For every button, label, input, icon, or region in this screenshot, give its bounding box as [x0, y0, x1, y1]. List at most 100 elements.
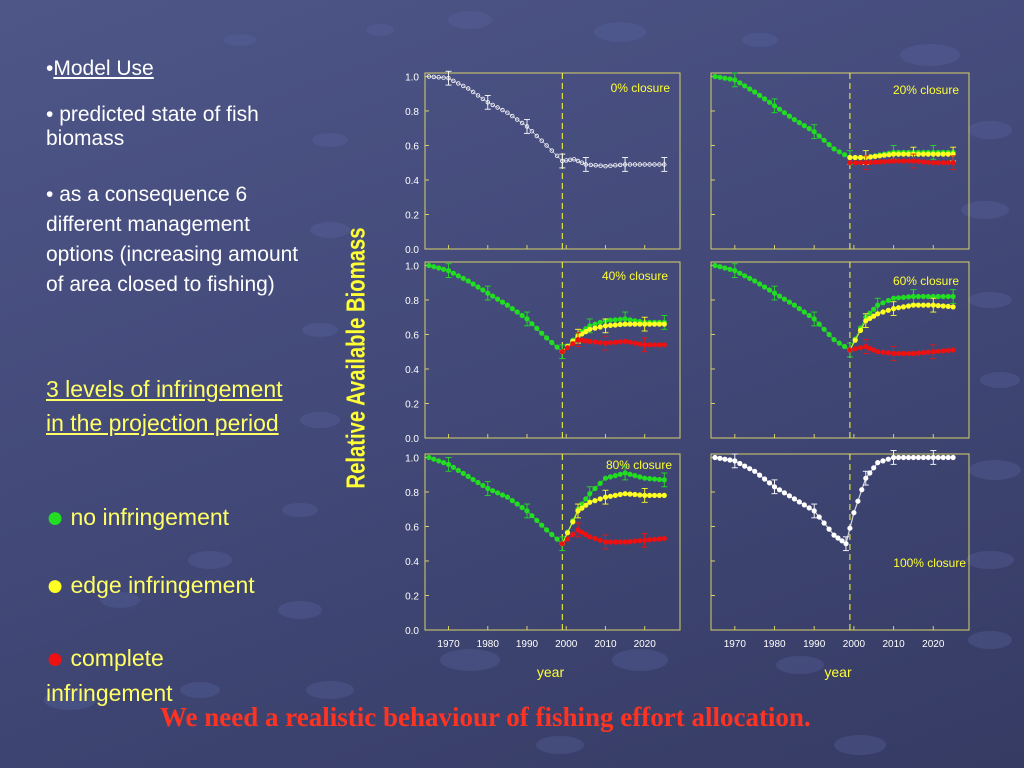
data-point: [450, 464, 456, 470]
chart-panel: 0.0 0.2 0.4 0.6 0.8 1.0 0% closure: [405, 70, 681, 256]
data-point: [613, 163, 618, 168]
data-point: [742, 83, 748, 89]
data-point: [470, 281, 476, 287]
data-point: [627, 538, 633, 545]
data-point: [554, 153, 560, 158]
data-point: [539, 522, 545, 528]
data-point: [796, 499, 802, 505]
data-point: [657, 162, 662, 167]
data-point: [466, 86, 471, 91]
data-point: [465, 278, 471, 284]
x-axis-title: year: [537, 664, 565, 680]
data-point: [612, 539, 618, 545]
data-point: [519, 312, 525, 319]
data-point: [597, 339, 603, 346]
data-point: [747, 275, 753, 281]
data-point: [852, 154, 858, 161]
data-point: [756, 281, 763, 287]
model-use-heading: •Model Use: [46, 57, 154, 80]
data-point: [925, 302, 931, 308]
y-tick-label: 0.8: [405, 296, 419, 307]
data-point: [737, 460, 743, 467]
data-point: [490, 102, 495, 108]
plot-frame: [710, 72, 970, 250]
data-point: [776, 106, 783, 112]
data-point: [859, 487, 865, 493]
data-point: [886, 152, 892, 158]
yellow-dot-icon: ●: [46, 569, 65, 602]
data-point: [652, 162, 657, 167]
data-point: [826, 142, 832, 148]
data-point: [727, 76, 733, 82]
data-point: [796, 305, 802, 312]
data-point: [627, 339, 633, 345]
data-point: [905, 151, 912, 157]
data-point: [627, 321, 633, 327]
data-point: [627, 317, 633, 323]
data-point: [661, 342, 667, 348]
data-point: [915, 454, 922, 461]
data-point: [935, 348, 941, 354]
x-tick-label: 2010: [882, 639, 905, 650]
data-point: [607, 493, 614, 499]
data-point: [564, 345, 571, 351]
data-point: [841, 343, 848, 350]
data-point: [656, 492, 663, 498]
data-point: [564, 158, 569, 163]
data-point: [656, 536, 663, 542]
footer-note: We need a realistic behaviour of fishing…: [160, 702, 811, 732]
data-point: [627, 471, 633, 477]
data-point: [509, 305, 515, 312]
data-point: [915, 293, 922, 300]
data-point: [632, 162, 638, 167]
x-tick-label: 1990: [516, 639, 539, 650]
y-tick-label: 1.0: [405, 453, 419, 464]
plot-frame: [710, 453, 970, 631]
data-point: [895, 295, 902, 301]
data-point: [460, 470, 466, 476]
data-point: [915, 350, 922, 356]
data-point: [549, 148, 554, 153]
data-point: [915, 302, 922, 308]
data-point: [900, 304, 907, 310]
data-point: [455, 467, 461, 473]
data-point: [607, 317, 614, 323]
data-point: [587, 326, 593, 332]
data-point: [880, 300, 886, 306]
data-point: [717, 74, 723, 80]
data-point: [940, 303, 946, 309]
data-point: [651, 536, 658, 543]
data-point: [475, 93, 481, 98]
data-point: [880, 309, 886, 315]
data-point: [786, 299, 793, 305]
data-point: [920, 151, 927, 157]
y-tick-label: 1.0: [405, 261, 419, 272]
y-tick-label: 0.2: [405, 210, 419, 221]
bullet-management-options: • as a consequence 6 different managemen…: [46, 183, 299, 296]
data-point: [910, 302, 917, 308]
data-point: [872, 159, 878, 165]
data-point: [920, 454, 927, 461]
data-point: [791, 302, 798, 308]
data-point: [852, 346, 858, 352]
data-point: [847, 525, 853, 531]
data-point: [627, 491, 633, 497]
data-point: [945, 151, 951, 157]
data-point: [839, 538, 845, 544]
data-point: [905, 294, 912, 300]
data-point: [847, 160, 853, 166]
y-tick-label: 1.0: [405, 72, 419, 83]
data-point: [539, 330, 545, 336]
data-point: [950, 304, 956, 310]
data-point: [940, 348, 946, 354]
data-point: [722, 456, 728, 462]
data-point: [900, 350, 907, 357]
data-point: [880, 349, 886, 355]
data-point: [920, 349, 927, 356]
data-point: [543, 527, 550, 533]
legend-no-infringement: ● no infringement: [46, 501, 230, 534]
data-point: [925, 293, 931, 300]
plot-frame: [424, 453, 681, 631]
y-tick-label: 0.2: [405, 591, 419, 602]
